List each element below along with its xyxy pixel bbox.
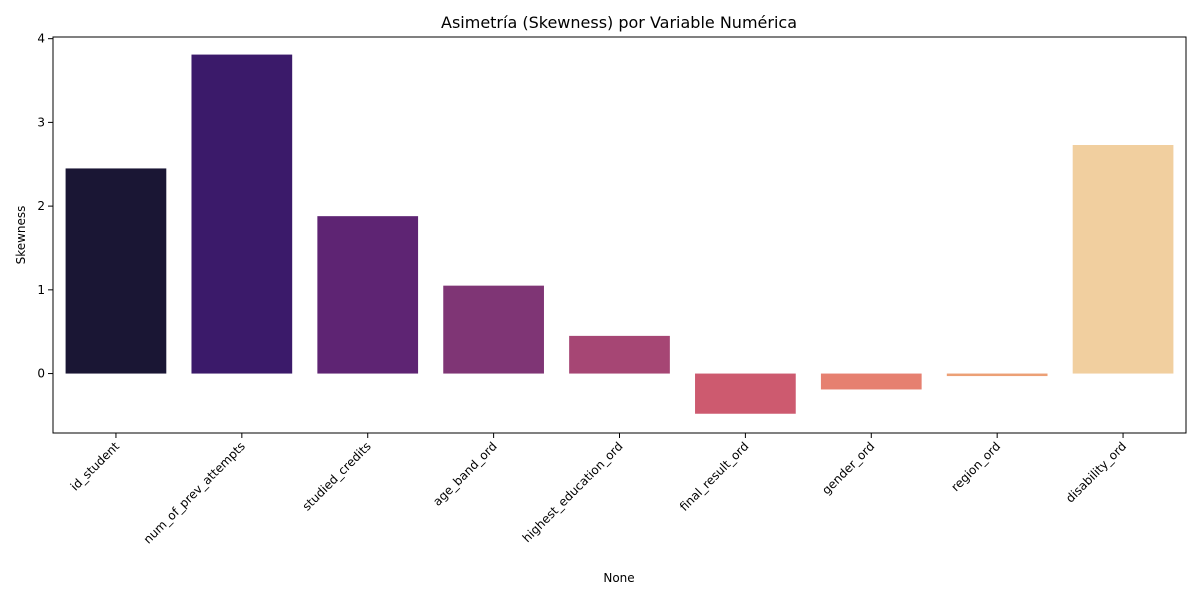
chart-title: Asimetría (Skewness) por Variable Numéri… xyxy=(441,13,797,32)
y-axis-label: Skewness xyxy=(14,206,28,265)
x-tick-label-disability_ord: disability_ord xyxy=(1063,439,1129,505)
x-axis-label: None xyxy=(603,571,634,585)
bar-region_ord xyxy=(946,373,1048,377)
y-tick-label: 4 xyxy=(37,32,45,46)
plot-frame xyxy=(52,36,1187,434)
x-tick-label-highest_education_ord: highest_education_ord xyxy=(520,439,626,545)
x-tick-label-region_ord: region_ord xyxy=(948,439,1003,494)
x-tick-label-studied_credits: studied_credits xyxy=(300,439,374,513)
bar-num_of_prev_attempts xyxy=(191,54,293,374)
bar-id_student xyxy=(65,168,167,374)
y-tick-label: 3 xyxy=(37,115,45,129)
y-tick-label: 2 xyxy=(37,199,45,213)
x-tick-label-num_of_prev_attempts: num_of_prev_attempts xyxy=(141,439,248,546)
x-tick-label-gender_ord: gender_ord xyxy=(819,439,877,497)
bar-studied_credits xyxy=(317,216,419,374)
y-tick-label: 0 xyxy=(37,367,45,381)
bar-final_result_ord xyxy=(695,373,796,414)
x-tick-label-id_student: id_student xyxy=(68,439,123,494)
bar-disability_ord xyxy=(1072,145,1174,374)
bar-gender_ord xyxy=(820,373,922,390)
bar-age_band_ord xyxy=(443,285,544,374)
x-tick-label-final_result_ord: final_result_ord xyxy=(677,439,752,514)
x-tick-label-age_band_ord: age_band_ord xyxy=(430,439,499,508)
y-tick-label: 1 xyxy=(37,283,45,297)
bar-highest_education_ord xyxy=(569,335,670,374)
